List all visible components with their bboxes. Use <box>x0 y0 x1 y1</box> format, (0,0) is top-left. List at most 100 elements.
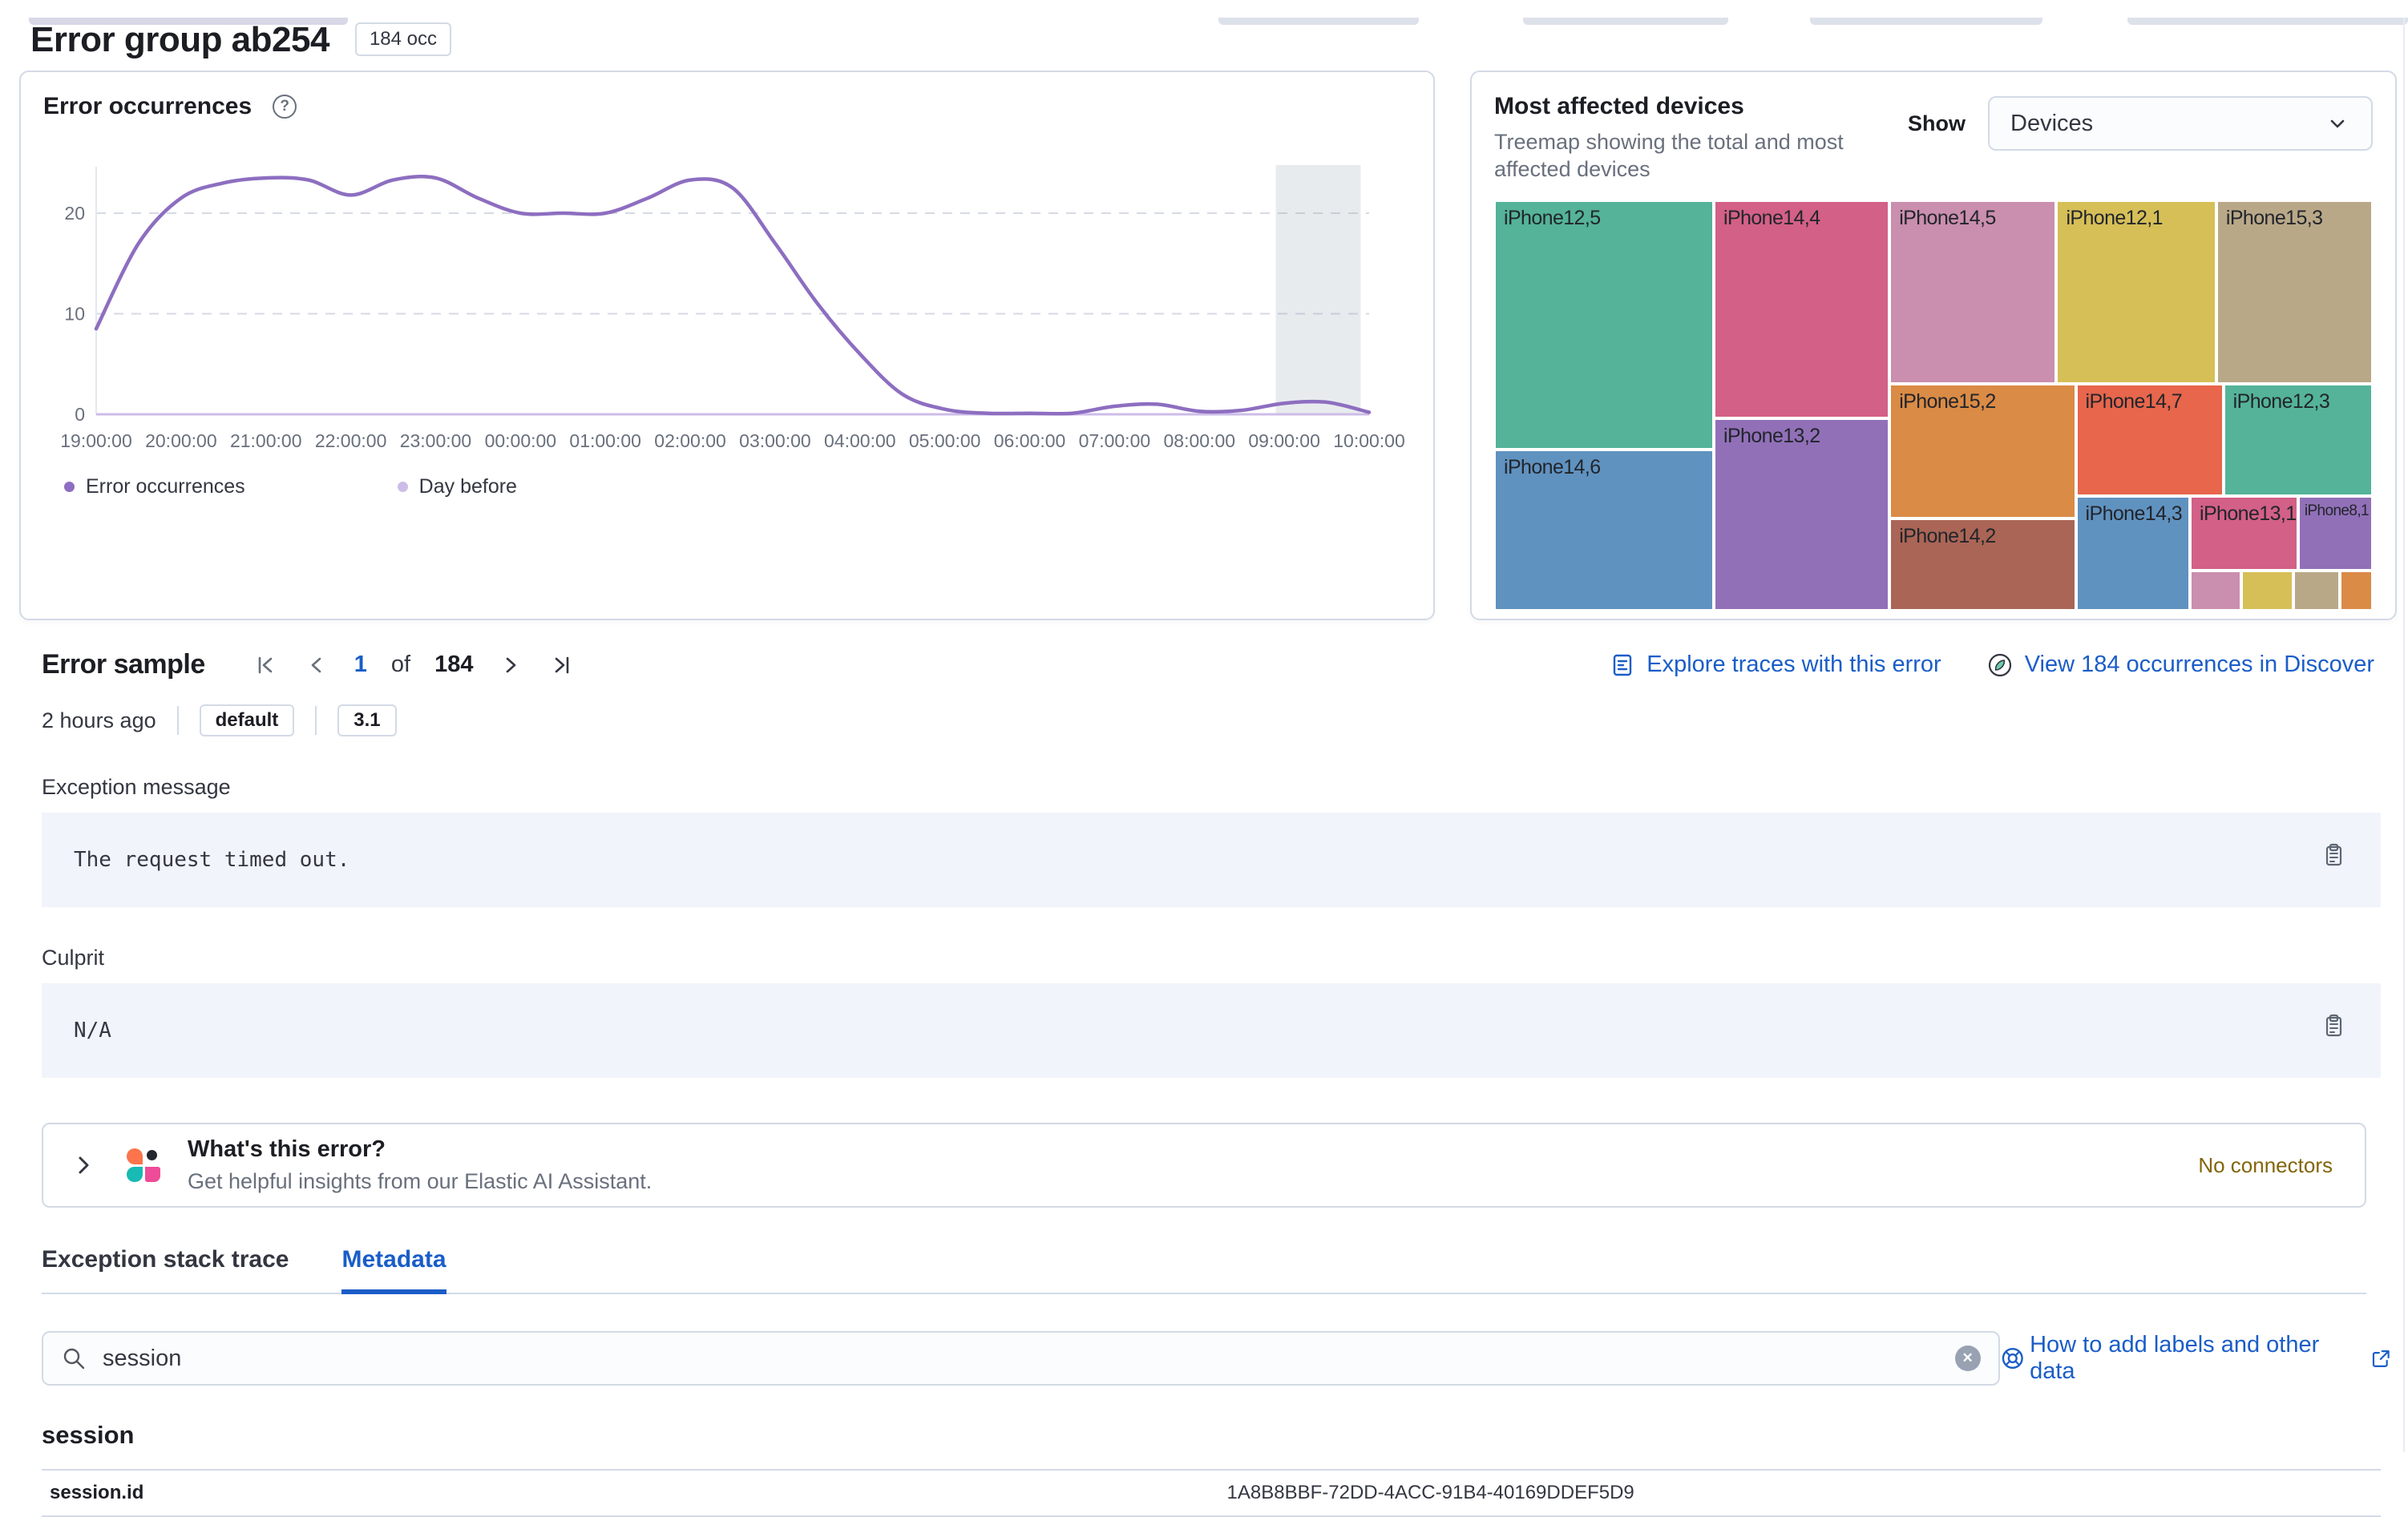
prev-page-button[interactable] <box>303 652 330 679</box>
treemap-tile-iphone15-3[interactable]: iPhone15,3 <box>2216 200 2373 384</box>
treemap-tile-label: iPhone15,2 <box>1899 389 1996 413</box>
error-sample-header: Error sample 1 of 184 <box>42 649 2374 680</box>
chevron-down-icon <box>2330 119 2345 128</box>
svg-text:07:00:00: 07:00:00 <box>1079 430 1151 451</box>
treemap-tile-iphone14-6[interactable]: iPhone14,6 <box>1494 450 1714 611</box>
treemap-tile-iphone14-4[interactable]: iPhone14,4 <box>1714 200 1890 419</box>
treemap-tile-iphone12-1[interactable]: iPhone12,1 <box>2056 200 2216 384</box>
treemap-tile[interactable] <box>2340 571 2373 611</box>
first-page-icon <box>258 656 273 673</box>
ai-callout-title: What's this error? <box>188 1136 386 1162</box>
trace-icon <box>1614 654 1632 676</box>
metadata-group-heading: session <box>42 1421 135 1449</box>
page-title: Error group ab254 <box>30 20 329 59</box>
metadata-search-input[interactable] <box>101 1344 1955 1373</box>
copy-button[interactable] <box>2320 841 2347 874</box>
svg-text:21:00:00: 21:00:00 <box>230 430 302 451</box>
chart-legend: Error occurrences Day before <box>43 475 1411 498</box>
clear-search-icon[interactable]: ✕ <box>1954 1346 1981 1371</box>
devices-select[interactable]: Devices <box>1988 96 2373 151</box>
treemap-tile-iphone14-5[interactable]: iPhone14,5 <box>1889 200 2057 384</box>
svg-text:09:00:00: 09:00:00 <box>1248 430 1320 451</box>
treemap-tile-iphone14-3[interactable]: iPhone14,3 <box>2075 495 2191 611</box>
help-icon[interactable]: ? <box>273 95 297 119</box>
copy-icon <box>2325 843 2342 866</box>
culprit-block: N/A <box>42 983 2381 1078</box>
treemap-tile-iphone14-2[interactable]: iPhone14,2 <box>1889 518 2076 611</box>
treemap-tile[interactable] <box>2293 571 2341 611</box>
legend-item[interactable]: Day before <box>397 475 517 498</box>
current-page: 1 <box>354 652 367 677</box>
show-label: Show <box>1908 111 1966 135</box>
legend-dot-icon <box>397 482 408 492</box>
treemap-tile-label: iPhone14,3 <box>2085 502 2183 525</box>
treemap-tile-label: iPhone8,1 <box>2304 502 2370 519</box>
culprit-value: N/A <box>74 1019 111 1043</box>
svg-text:03:00:00: 03:00:00 <box>739 430 811 451</box>
how-to-add-labels-link[interactable]: How to add labels and other data <box>2000 1332 2392 1385</box>
last-page-button[interactable] <box>548 652 576 679</box>
view-occurrences-discover-link[interactable]: View 184 occurrences in Discover <box>1986 652 2374 679</box>
svg-text:01:00:00: 01:00:00 <box>569 430 641 451</box>
copy-button[interactable] <box>2320 1012 2347 1045</box>
treemap-tile[interactable] <box>2190 571 2241 611</box>
next-page-button[interactable] <box>497 652 524 679</box>
devices-panel-subtitle: Treemap showing the total and most affec… <box>1494 130 1844 181</box>
treemap-tile[interactable] <box>2240 571 2294 611</box>
toolbar-fragment <box>2127 18 2408 25</box>
how-to-add-labels-label: How to add labels and other data <box>2030 1332 2320 1384</box>
devices-treemap: iPhone12,5 iPhone14,6 iPhone14,4 iPhone13,2… <box>1494 200 2373 611</box>
treemap-tile-label: iPhone12,5 <box>1504 207 1601 229</box>
treemap-tile-iphone15-2[interactable]: iPhone15,2 <box>1889 383 2076 518</box>
svg-text:20: 20 <box>64 203 85 224</box>
ai-assistant-callout[interactable]: What's this error? Get helpful insights … <box>42 1123 2366 1208</box>
error-sample-title: Error sample <box>42 649 205 680</box>
culprit-label: Culprit <box>42 946 105 970</box>
svg-text:08:00:00: 08:00:00 <box>1164 430 1236 451</box>
first-page-button[interactable] <box>252 652 279 679</box>
tab-metadata[interactable]: Metadata <box>341 1246 446 1294</box>
treemap-tile-iphone8-1[interactable]: iPhone8,1 <box>2297 495 2373 571</box>
metadata-search-box[interactable]: ✕ <box>42 1331 2000 1386</box>
environment-badge: default <box>199 704 295 736</box>
treemap-tile-iphone13-2[interactable]: iPhone13,2 <box>1714 418 1890 611</box>
search-icon <box>63 1348 85 1370</box>
external-link-icon <box>2373 1350 2390 1367</box>
svg-text:10:00:00: 10:00:00 <box>1333 430 1405 451</box>
treemap-tile-label: iPhone12,1 <box>2066 207 2163 229</box>
svg-text:00:00:00: 00:00:00 <box>485 430 557 451</box>
tab-exception-stack-trace[interactable]: Exception stack trace <box>42 1246 289 1273</box>
treemap-tile-iphone12-3[interactable]: iPhone12,3 <box>2223 383 2373 496</box>
treemap-tile-iphone14-7[interactable]: iPhone14,7 <box>2075 383 2224 496</box>
sample-tabs: Exception stack trace Metadata <box>42 1246 2366 1294</box>
top-panels-row: Error occurrences ? 0 10 20 19:00:00 20:00:0… <box>19 71 2397 620</box>
legend-label: Day before <box>418 475 517 498</box>
sample-pagination: 1 of 184 <box>252 652 576 679</box>
svg-text:06:00:00: 06:00:00 <box>994 430 1066 451</box>
devices-panel-title: Most affected devices <box>1494 93 1744 119</box>
legend-item[interactable]: Error occurrences <box>64 475 245 498</box>
scrollbar-track[interactable] <box>2403 18 2405 1452</box>
legend-label: Error occurrences <box>86 475 245 498</box>
treemap-tile-label: iPhone14,5 <box>1899 207 1996 229</box>
explore-traces-label: Explore traces with this error <box>1646 652 1941 677</box>
metadata-key: session.id <box>50 1482 144 1503</box>
copy-icon <box>2325 1014 2342 1037</box>
last-page-icon <box>556 656 569 673</box>
expand-button[interactable] <box>71 1152 96 1178</box>
metadata-value: 1A8B8BBF-72DD-4ACC-91B4-40169DDEF5D9 <box>1226 1482 1634 1503</box>
toolbar-fragment <box>1218 18 1419 25</box>
sample-meta-row: 2 hours ago default 3.1 <box>42 704 2366 736</box>
treemap-tile-iphone12-5[interactable]: iPhone12,5 <box>1494 200 1714 450</box>
svg-text:05:00:00: 05:00:00 <box>909 430 981 451</box>
no-connectors-status: No connectors <box>2198 1152 2333 1177</box>
treemap-tile-iphone13-1[interactable]: iPhone13,1 <box>2190 495 2298 571</box>
most-affected-devices-panel: Most affected devices Treemap showing th… <box>1470 71 2397 620</box>
ai-callout-subtitle: Get helpful insights from our Elastic AI… <box>188 1169 653 1193</box>
page-header: Error group ab254 184 occ <box>30 18 2408 63</box>
error-occurrences-title: Error occurrences <box>43 93 253 119</box>
metadata-search-row: ✕ How to add labels and other data <box>42 1331 2392 1386</box>
occurrences-count-badge: 184 occ <box>354 22 451 56</box>
annotation-band <box>1275 165 1361 414</box>
explore-traces-link[interactable]: Explore traces with this error <box>1610 652 1941 678</box>
